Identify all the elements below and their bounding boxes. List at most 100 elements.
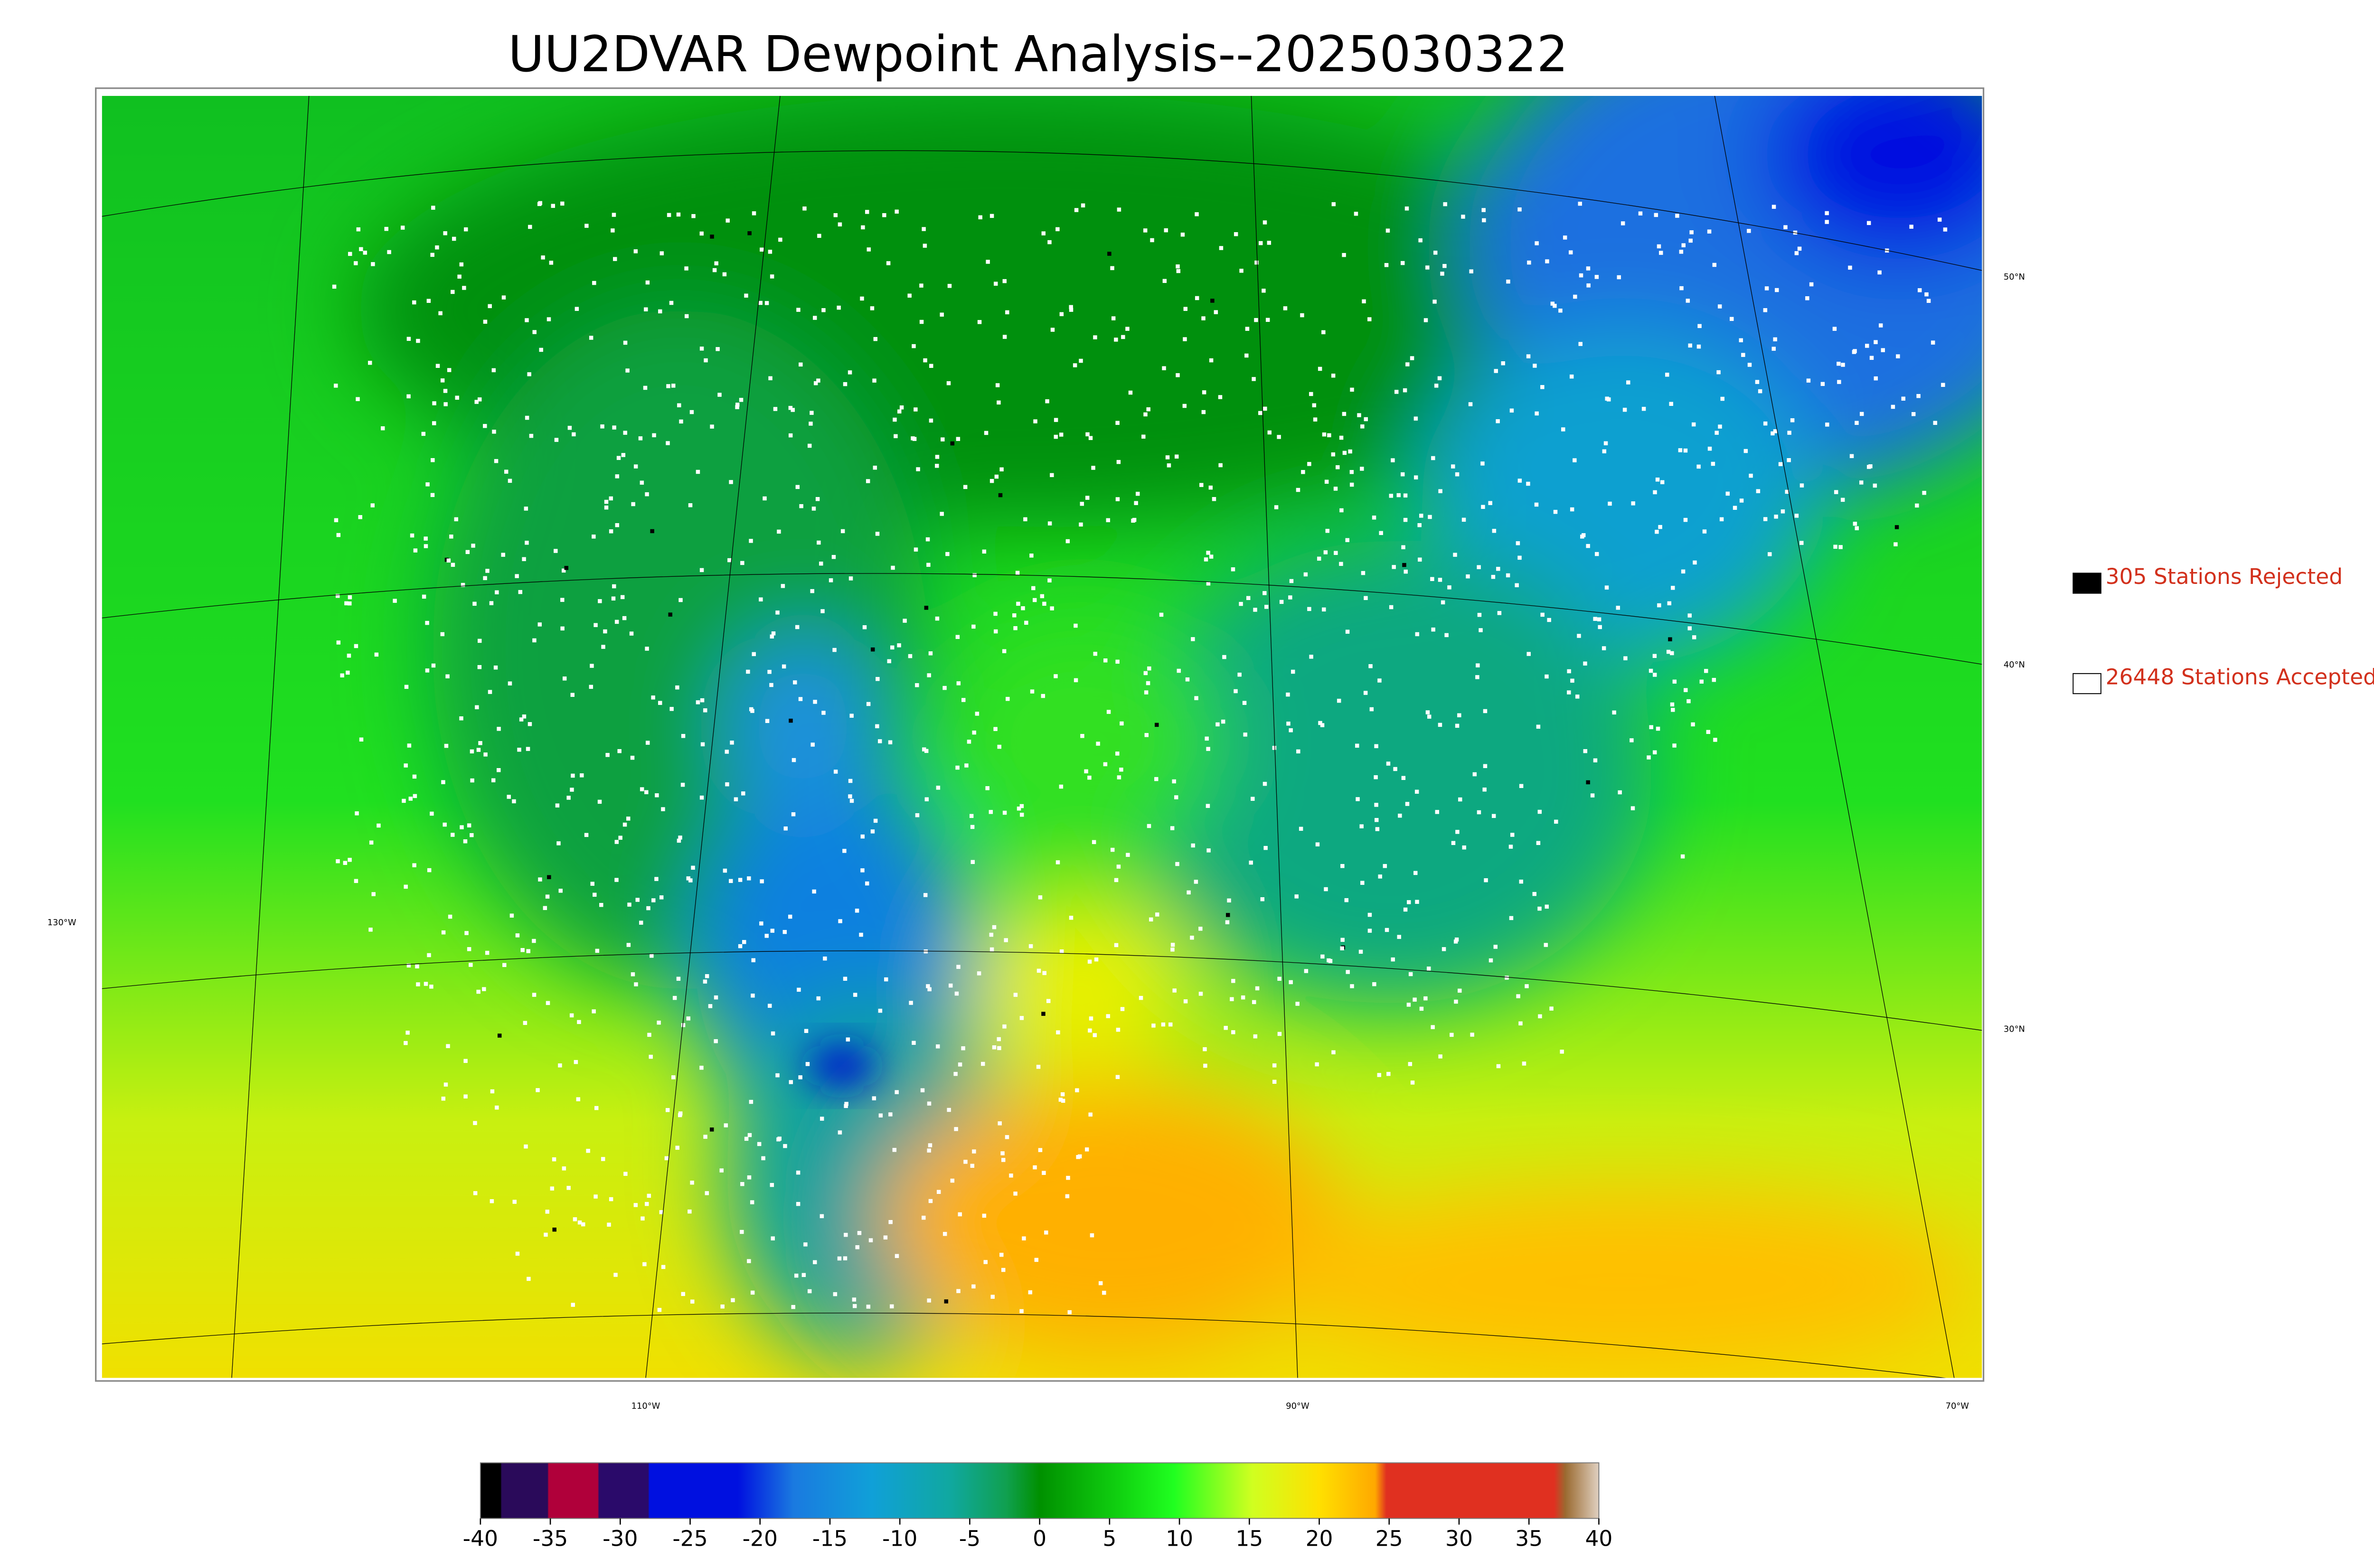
accepted-station <box>393 599 397 603</box>
accepted-station <box>1001 1158 1006 1162</box>
accepted-station <box>470 778 474 783</box>
accepted-station <box>994 282 998 286</box>
accepted-station <box>1065 1194 1070 1199</box>
accepted-station <box>1394 390 1399 394</box>
accepted-station <box>1901 396 1905 401</box>
accepted-station <box>1894 542 1898 546</box>
accepted-station <box>1604 585 1609 590</box>
accepted-station <box>838 919 842 923</box>
accepted-station <box>658 309 662 314</box>
accepted-station <box>922 1215 926 1220</box>
accepted-station <box>1545 904 1549 909</box>
accepted-station <box>1056 1030 1060 1034</box>
accepted-station <box>712 268 717 272</box>
accepted-station <box>1081 203 1085 207</box>
accepted-station <box>1055 860 1060 864</box>
accepted-station <box>1686 699 1691 704</box>
accepted-station <box>558 889 563 893</box>
accepted-station <box>1375 827 1380 831</box>
accepted-station <box>1362 299 1366 303</box>
accepted-station <box>1597 617 1602 621</box>
accepted-station <box>522 714 527 719</box>
accepted-station <box>961 1046 965 1051</box>
accepted-station <box>1044 1230 1048 1235</box>
accepted-station <box>504 469 509 474</box>
accepted-station <box>953 1071 958 1076</box>
accepted-station <box>1087 775 1092 780</box>
accepted-station <box>1649 725 1653 729</box>
accepted-station <box>750 1200 754 1204</box>
accepted-station <box>343 861 348 865</box>
accepted-station <box>773 407 778 411</box>
lon-label: 70°W <box>1946 1401 1969 1411</box>
accepted-station <box>810 742 815 747</box>
accepted-station <box>788 433 793 438</box>
accepted-station <box>740 1182 744 1186</box>
accepted-station <box>1681 569 1686 574</box>
accepted-station <box>515 933 520 938</box>
accepted-station <box>1206 551 1210 555</box>
accepted-station <box>942 685 947 690</box>
accepted-station <box>740 561 744 565</box>
accepted-station <box>497 727 501 731</box>
accepted-station <box>356 397 360 401</box>
accepted-station <box>866 1305 871 1309</box>
accepted-station <box>807 1289 812 1294</box>
accepted-station <box>1441 600 1445 605</box>
accepted-station <box>999 467 1004 471</box>
accepted-station <box>1036 1064 1041 1069</box>
accepted-station <box>566 1186 571 1190</box>
accepted-station <box>1260 897 1265 901</box>
accepted-station <box>355 811 359 816</box>
accepted-station <box>1678 448 1683 452</box>
accepted-station <box>1009 1174 1013 1178</box>
accepted-station <box>1128 390 1133 395</box>
accepted-station <box>1344 898 1349 902</box>
accepted-station <box>810 589 814 593</box>
accepted-station <box>478 638 482 643</box>
accepted-station <box>717 393 722 397</box>
accepted-station <box>527 372 531 376</box>
accepted-station <box>1579 273 1583 278</box>
accepted-station <box>791 758 796 762</box>
accepted-station <box>1623 656 1628 660</box>
accepted-station <box>949 983 953 988</box>
accepted-station <box>1164 228 1168 233</box>
accepted-station <box>1712 263 1717 267</box>
accepted-station <box>740 1230 744 1234</box>
accepted-station <box>476 989 480 994</box>
accepted-station <box>443 1082 448 1087</box>
accepted-station <box>1206 747 1210 751</box>
accepted-station <box>650 954 654 958</box>
accepted-station <box>1385 928 1389 932</box>
accepted-station <box>491 778 496 782</box>
accepted-station <box>1655 477 1660 482</box>
accepted-station <box>404 763 408 768</box>
accepted-station <box>760 247 764 252</box>
accepted-station <box>627 902 631 907</box>
accepted-station <box>571 773 575 778</box>
accepted-station <box>1088 436 1093 440</box>
tick-label: 0 <box>1033 1526 1046 1551</box>
accepted-station <box>413 794 417 798</box>
accepted-station <box>734 797 738 801</box>
accepted-station <box>1377 1073 1382 1077</box>
accepted-station <box>592 1009 596 1014</box>
accepted-station <box>612 425 616 430</box>
accepted-station <box>429 985 433 989</box>
accepted-station <box>1170 948 1175 952</box>
accepted-station <box>1838 545 1843 549</box>
accepted-station <box>1833 545 1837 549</box>
accepted-station <box>432 401 436 405</box>
accepted-station <box>1657 603 1661 608</box>
accepted-station <box>1050 606 1054 610</box>
accepted-station <box>1322 432 1327 437</box>
accepted-station <box>470 749 474 754</box>
accepted-station <box>609 529 613 534</box>
accepted-station <box>998 1121 1002 1126</box>
tick-label: -25 <box>672 1526 707 1551</box>
accepted-station <box>620 595 625 600</box>
accepted-station <box>1669 402 1673 406</box>
accepted-station <box>867 247 871 252</box>
accepted-station <box>846 1037 850 1042</box>
